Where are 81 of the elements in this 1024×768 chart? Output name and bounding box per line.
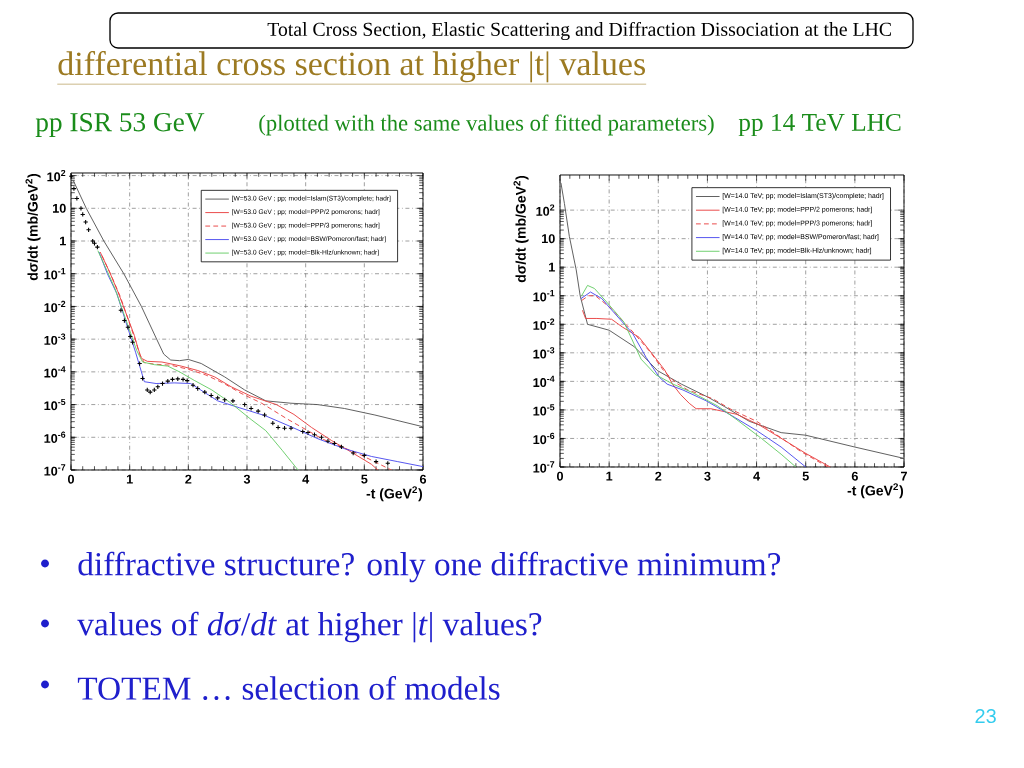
point [325,438,331,444]
y-tick-label: 10$^{-2}$ [44,300,66,313]
x-axis-title: -t (GeV$^{2}$) [847,483,904,499]
point [202,389,208,395]
y-tick-label: 10$^{2}$ [47,169,66,182]
point [94,244,101,250]
y-tick-label: 10$^{-6}$ [533,432,555,445]
x-tick-label: 2 [655,471,662,481]
point [230,398,236,404]
y-tick-label: 1 [60,236,66,246]
x-tick-label: 5 [361,474,368,484]
x-tick-label: 4 [753,471,761,481]
x-tick-label: 6 [419,474,427,484]
text: diffractive structure? only one diffractive minimum? [78,551,781,583]
x-tick-label: 3 [243,474,251,484]
line-series [560,182,904,459]
x-tick-label: 7 [901,471,907,481]
point [139,375,146,382]
x-tick-label: 0 [67,474,74,484]
y-tick-label: 10$^{-2}$ [533,318,555,330]
text: • [41,619,49,628]
point [121,317,128,324]
y-tick-label: 10$^{-6}$ [44,431,66,443]
point [338,444,345,450]
point [331,440,338,447]
y-tick-label: 10$^{-3}$ [44,333,66,345]
text: (plotted with the same values of fitted parameters) [259,114,714,136]
y-axis-title: dσ/dt (mb/GeV$^{2}$) [25,173,41,281]
x-tick-label: 2 [185,474,192,484]
y-tick-label: 10$^{-1}$ [44,268,66,280]
point [255,408,261,414]
y-tick-label: 10$^{-5}$ [44,398,66,411]
text: 23 [975,708,996,724]
x-tick-label: 5 [802,471,809,481]
point [147,389,153,395]
y-tick-label: 10$^{-3}$ [533,347,555,359]
text: Total Cross Section, Elastic Scattering and Diffraction Dissociation at the LHC [267,21,891,41]
text: differential cross section at higher |t| values [58,51,645,83]
y-tick-label: 10$^{-7}$ [533,461,555,473]
chart-title: pp ISR 53 GeV [35,113,205,137]
y-axis-title: dσ/dt (mb/GeV$^{2}$) [513,175,529,283]
y-tick-label: 10 [53,203,66,213]
point [159,380,166,387]
text: • [41,680,49,689]
x-tick-label: 1 [126,474,133,484]
y-tick-label: 10$^{-4}$ [44,366,66,378]
x-tick-label: 0 [556,471,564,481]
point [261,412,268,418]
point [144,387,150,393]
y-tick-label: 10$^{-1}$ [533,290,555,302]
point [180,376,186,383]
point [373,458,379,465]
x-tick-label: 1 [606,471,613,481]
y-tick-label: 10$^{-4}$ [533,375,555,388]
text: values of dσ/dt at higher |t| values? [77,611,542,643]
point [175,376,181,382]
point [82,219,89,225]
point [248,405,254,412]
y-tick-label: 1 [549,262,555,272]
x-tick-label: 3 [704,471,711,481]
point [71,185,77,192]
point [305,429,311,436]
x-axis-title: -t (GeV$^{2}$) [366,486,423,502]
text: • [41,559,49,568]
point [118,307,124,314]
point [288,425,294,431]
point [125,324,131,330]
point [275,424,281,431]
y-tick-label: 10 [542,234,555,244]
text: TOTEM … selection of models [77,676,500,700]
point [78,205,84,211]
point [350,450,356,456]
y-tick-label: 10$^{-5}$ [533,404,555,416]
point [74,195,80,202]
y-tick-label: 10$^{2}$ [536,204,555,216]
point [151,387,157,393]
y-tick-label: 10$^{-7}$ [44,464,66,476]
point [214,395,221,401]
chart-title: pp 14 TeV LHC [738,113,901,137]
x-tick-label: 4 [302,474,310,484]
x-tick-label: 6 [851,471,858,481]
